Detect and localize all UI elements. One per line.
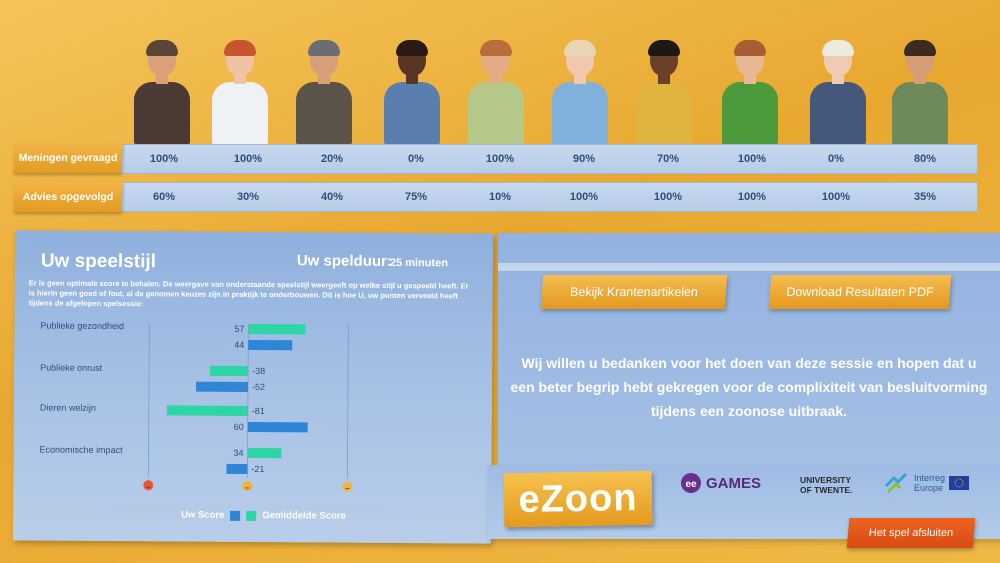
- category-label: Economische impact: [40, 445, 124, 456]
- bar-average-score: [247, 447, 282, 459]
- opinion-cell: 100%: [149, 153, 179, 165]
- legend-swatch-your-score: [230, 510, 241, 521]
- character-doctor: [208, 40, 272, 144]
- eu-flag-icon: [949, 476, 970, 490]
- bar-value-label: 60: [234, 422, 244, 432]
- bar-your-score: [247, 421, 308, 433]
- twente-logo: UNIVERSITY OF TWENTE.: [800, 475, 852, 495]
- character-politician: [130, 40, 194, 144]
- advice-cell: 100%: [737, 191, 767, 203]
- advice-cell: 60%: [152, 191, 176, 203]
- bar-value-label: 34: [234, 448, 244, 458]
- negative-face-icon: [143, 480, 154, 491]
- twente-logo-line1: UNIVERSITY: [800, 475, 852, 485]
- ezoon-logo: eZoon: [503, 470, 653, 528]
- opinions-row-label: Meningen gevraagd: [13, 143, 123, 173]
- character-woman-denim: [380, 40, 444, 144]
- advice-cell: 35%: [913, 191, 937, 203]
- advice-cell: 75%: [404, 191, 428, 203]
- advice-cell: 100%: [569, 191, 599, 203]
- chart-gridline: [346, 324, 349, 479]
- opinion-cell: 90%: [572, 153, 596, 165]
- thanks-message: Wij willen u bedanken voor het doen van …: [510, 355, 988, 419]
- opinion-cell: 70%: [656, 153, 680, 165]
- games-logo: ee GAMES: [680, 472, 761, 494]
- opinions-row-band: [120, 144, 978, 174]
- character-man-green-sweater: [718, 40, 782, 144]
- category-label: Dieren welzijn: [40, 403, 96, 413]
- interreg-logo-line2: Europe: [914, 483, 944, 493]
- playstyle-chart: Publieke gezondheid 57 44 Publieke onrust -3…: [40, 321, 353, 492]
- character-man-beard: [888, 40, 952, 144]
- bar-value-label: -38: [252, 366, 265, 376]
- opinion-cell: 100%: [737, 153, 767, 165]
- character-woman-blazer: [806, 40, 870, 144]
- bar-your-score: [248, 339, 293, 351]
- svg-text:ee: ee: [685, 479, 697, 490]
- download-results-button[interactable]: Download Resultaten PDF: [768, 275, 952, 309]
- opinion-cell: 80%: [913, 153, 937, 165]
- bar-average-score: [210, 365, 249, 376]
- interreg-logo-line1: Interreg: [914, 473, 946, 483]
- news-articles-button[interactable]: Bekijk Krantenartikelen: [540, 275, 728, 309]
- chart-gridline: [147, 323, 150, 478]
- games-logo-text: GAMES: [706, 474, 762, 492]
- advice-cell: 100%: [653, 191, 683, 203]
- bar-value-label: -21: [251, 464, 264, 474]
- legend-swatch-average-score: [246, 510, 257, 521]
- advice-cell: 30%: [236, 191, 260, 203]
- character-farmer-overalls: [632, 40, 696, 144]
- actions-panel: Bekijk Krantenartikelen Download Resulta…: [498, 233, 1000, 467]
- character-woman-blue-sweater: [548, 40, 612, 144]
- category-label: Publieke gezondheid: [40, 321, 124, 332]
- chart-legend: Uw Score Gemiddelde Score: [181, 510, 346, 522]
- opinion-cell: 20%: [320, 153, 344, 165]
- bar-your-score: [195, 381, 249, 392]
- bar-average-score: [248, 323, 306, 335]
- interreg-icon: [884, 472, 908, 494]
- character-farmer-chicken: [292, 40, 356, 144]
- playstyle-panel: Uw speelstijl Uw spelduur: 25 minuten Er…: [12, 230, 494, 544]
- category-label: Publieke onrust: [40, 363, 103, 373]
- positive-face-icon: [342, 481, 353, 492]
- twente-logo-line2: OF TWENTE.: [800, 485, 853, 495]
- bar-your-score: [226, 463, 248, 474]
- bar-value-label: 57: [234, 324, 244, 334]
- bar-value-label: 44: [234, 340, 244, 350]
- bar-value-label: -81: [252, 406, 265, 416]
- opinion-cell: 0%: [408, 153, 424, 165]
- legend-label-your-score: Uw Score: [181, 509, 225, 521]
- advice-cell: 100%: [821, 191, 851, 203]
- advice-cell: 10%: [488, 191, 512, 203]
- advice-cell: 40%: [320, 191, 344, 203]
- advice-row-label: Advies opgevolgd: [13, 182, 123, 212]
- games-icon: ee: [681, 473, 701, 493]
- opinion-cell: 100%: [485, 153, 515, 165]
- bar-value-label: -52: [252, 382, 265, 392]
- exit-game-button[interactable]: Het spel afsluiten: [846, 518, 976, 548]
- interreg-logo: Interreg Europe: [884, 472, 970, 494]
- opinion-cell: 100%: [233, 153, 263, 165]
- advice-row-band: [120, 182, 978, 212]
- legend-label-average-score: Gemiddelde Score: [262, 510, 346, 522]
- neutral-face-icon: [242, 480, 253, 491]
- opinion-cell: 0%: [828, 153, 844, 165]
- character-man-green-jacket: [464, 40, 528, 144]
- panel-band: [498, 263, 1000, 271]
- bar-average-score: [166, 405, 248, 416]
